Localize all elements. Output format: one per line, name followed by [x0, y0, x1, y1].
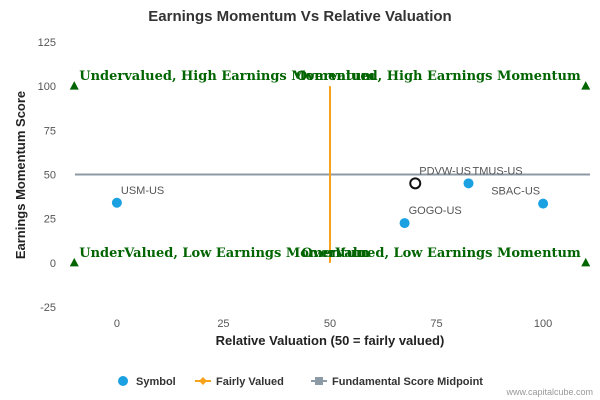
x-tick-label: 75 [430, 318, 442, 330]
quadrant-label: OverValued, Low Earnings Momentum [301, 246, 581, 261]
quadrant-corner-markers [69, 81, 591, 267]
x-axis-ticks: 0 25 50 75 100 [114, 318, 552, 330]
corner-triangle-marker [581, 81, 591, 90]
chart-legend: Symbol Fairly Valued Fundamental Score Mid… [118, 376, 483, 388]
x-tick-label: 25 [217, 318, 229, 330]
legend-item-label: Symbol [136, 376, 176, 388]
point-label: GOGO-US [409, 205, 462, 217]
corner-triangle-marker [69, 81, 79, 90]
y-tick-label: 125 [38, 37, 56, 49]
legend-symbol-marker [118, 376, 128, 386]
point-label: USM-US [121, 185, 164, 197]
quadrant-labels: Undervalued, High Earnings MomentumOverv… [79, 69, 581, 261]
y-tick-label: -25 [40, 302, 56, 314]
y-tick-label: 100 [38, 81, 56, 93]
point-label: PDVW-US [419, 165, 471, 177]
symbol-point[interactable] [538, 198, 549, 209]
legend-square-marker [315, 377, 323, 385]
legend-item-label: Fundamental Score Midpoint [332, 376, 483, 388]
point-label: TMUS-US [473, 165, 523, 177]
symbol-point[interactable] [111, 197, 122, 208]
legend-item-label: Fairly Valued [216, 376, 284, 388]
x-tick-label: 0 [114, 318, 120, 330]
y-axis-label: Earnings Momentum Score [13, 91, 28, 259]
point-label: SBAC-US [491, 186, 540, 198]
y-tick-label: 0 [50, 258, 56, 270]
symbol-point[interactable] [399, 218, 410, 229]
quadrant-label: Undervalued, High Earnings Momentum [79, 69, 375, 84]
corner-triangle-marker [69, 257, 79, 267]
y-tick-label: 75 [44, 125, 56, 137]
x-tick-label: 100 [534, 318, 552, 330]
symbol-point[interactable] [463, 178, 474, 189]
y-tick-label: 50 [44, 170, 56, 182]
quadrant-label: UnderValued, Low Earnings Momentum [79, 246, 370, 261]
highlighted-symbol-point[interactable] [409, 177, 422, 190]
chart-title: Earnings Momentum Vs Relative Valuation [148, 8, 451, 25]
y-tick-label: 25 [44, 214, 56, 226]
quadrant-label: Overvalued, High Earnings Momentum [296, 69, 581, 84]
scatter-points: USM-US GOGO-US PDVW-US TMUS-US SBAC-US [111, 165, 549, 229]
y-axis-ticks: -25 0 25 50 75 100 125 [38, 37, 56, 314]
corner-triangle-marker [581, 257, 591, 267]
x-tick-label: 50 [324, 318, 336, 330]
legend-diamond-marker [199, 377, 207, 385]
x-axis-label: Relative Valuation (50 = fairly valued) [216, 333, 445, 348]
credit-text: www.capitalcube.com [505, 387, 593, 397]
